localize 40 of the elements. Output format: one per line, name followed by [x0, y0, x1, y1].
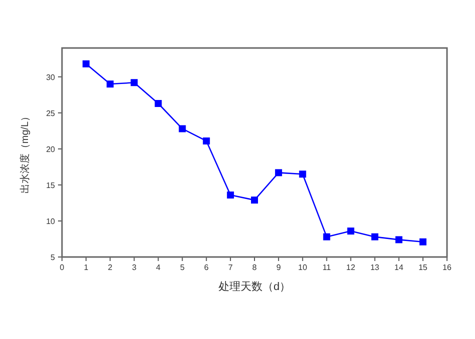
point [82, 60, 90, 68]
x-tick-label: 1 [84, 263, 89, 272]
x-tick-label: 15 [418, 263, 428, 272]
x-tick-label: 14 [394, 263, 404, 272]
point [323, 233, 330, 240]
x-tick-label: 4 [156, 263, 162, 272]
x-tick-label: 10 [298, 263, 308, 272]
y-tick-label: 20 [46, 144, 56, 154]
point [130, 79, 138, 86]
x-tick-label: 2 [108, 263, 113, 272]
point [251, 196, 258, 204]
x-tick-label: 13 [370, 263, 380, 272]
x-tick-label: 12 [346, 263, 356, 272]
point [275, 169, 282, 176]
point [299, 170, 306, 178]
point [395, 236, 402, 244]
x-tick-label: 6 [204, 263, 210, 272]
y-tick-label: 30 [46, 72, 56, 82]
point [178, 125, 186, 132]
x-tick-label: 5 [180, 263, 186, 272]
y-tick-label: 5 [50, 253, 56, 262]
point [347, 228, 354, 235]
point [419, 238, 426, 246]
point [226, 192, 234, 199]
y-tick-label: 15 [46, 180, 56, 190]
x-tick-label: 16 [442, 263, 452, 272]
x-axis-title: 处理天数（d） [218, 280, 291, 293]
x-tick-label: 9 [276, 263, 282, 272]
x-tick-label: 7 [228, 263, 234, 272]
y-tick-label: 10 [46, 216, 56, 226]
x-tick-label: 0 [60, 263, 65, 272]
y-axis-title: 出水浓度（mg/L） [19, 111, 31, 194]
x-tick-label: 11 [322, 263, 332, 272]
point [371, 233, 378, 240]
x-tick-label: 8 [252, 263, 258, 272]
point [154, 100, 162, 107]
point [202, 137, 210, 144]
point [106, 80, 114, 88]
x-tick-label: 3 [132, 263, 137, 272]
y-tick-label: 25 [46, 108, 56, 118]
